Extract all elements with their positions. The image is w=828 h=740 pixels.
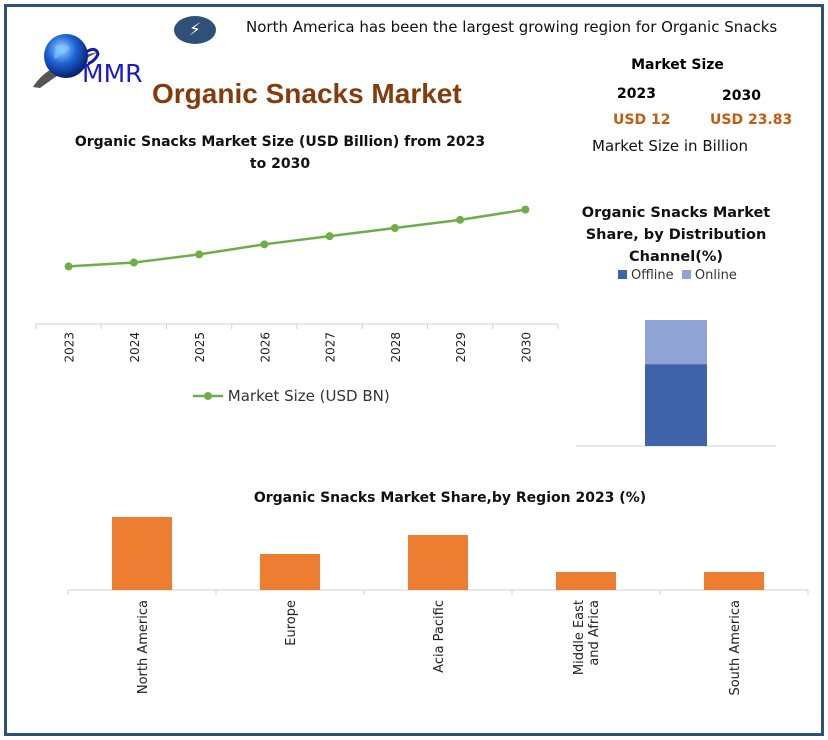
region-bar xyxy=(704,572,764,590)
globe-icon xyxy=(44,34,88,78)
x-tick-label: 2024 xyxy=(128,332,142,363)
market-size-note: Market Size in Billion xyxy=(592,137,748,155)
x-tick-label: 2028 xyxy=(389,332,403,363)
region-label: South America xyxy=(728,600,743,696)
offline-label: Offline xyxy=(631,268,674,283)
value-end: USD 23.83 xyxy=(710,112,793,128)
headline: North America has been the largest growi… xyxy=(246,18,778,36)
line-chart-title: Organic Snacks Market Size (USD Billion)… xyxy=(74,134,486,172)
value-start: USD 12 xyxy=(613,112,671,128)
data-point-2024 xyxy=(129,258,138,267)
x-tick-label: 2030 xyxy=(519,332,533,363)
x-tick-label: 2029 xyxy=(454,332,468,363)
region-bar xyxy=(408,535,468,590)
region-label: North America xyxy=(136,600,151,694)
infographic-frame xyxy=(4,4,824,736)
line-legend: Market Size (USD BN) xyxy=(193,387,390,405)
mmr-logo: MMR xyxy=(33,34,143,88)
online-label: Online xyxy=(694,268,737,283)
region-chart-title: Organic Snacks Market Share,by Region 20… xyxy=(253,490,647,506)
bar-online xyxy=(645,320,707,365)
svg-text:MMR: MMR xyxy=(82,59,143,88)
data-point-2026 xyxy=(260,240,269,249)
stacked-legend: Offline Online xyxy=(618,268,737,283)
region-bar xyxy=(556,572,616,590)
region-bar xyxy=(112,517,172,590)
main-title: Organic Snacks Market xyxy=(152,78,462,109)
x-tick-label: 2027 xyxy=(324,332,338,363)
x-tick-label: 2023 xyxy=(63,332,77,363)
data-point-2028 xyxy=(390,224,399,232)
x-tick-label: 2025 xyxy=(193,332,207,363)
data-point-2027 xyxy=(325,232,334,241)
market-size-heading: Market Size xyxy=(631,57,724,73)
region-label: Acia Pacific xyxy=(432,600,447,673)
bar-offline xyxy=(645,364,707,446)
offline-swatch xyxy=(618,270,627,279)
line-legend-label: Market Size (USD BN) xyxy=(227,387,390,405)
lightning-bolt-icon: ⚡ xyxy=(174,16,216,44)
data-point-2023 xyxy=(64,262,73,271)
stacked-chart-title: Organic Snacks Market Share, by Distribu… xyxy=(581,205,771,265)
year-end: 2030 xyxy=(722,88,761,104)
region-bar xyxy=(260,554,320,590)
data-point-2030 xyxy=(521,205,530,214)
data-point-2025 xyxy=(195,250,204,259)
region-label: Europe xyxy=(284,600,299,646)
data-point-2029 xyxy=(456,215,465,224)
market-size-line xyxy=(68,208,526,268)
line-legend-marker xyxy=(193,392,223,400)
year-start: 2023 xyxy=(617,86,656,102)
region-label: Middle Eastand Africa xyxy=(572,600,602,675)
x-tick-label: 2026 xyxy=(258,332,272,363)
online-swatch xyxy=(681,270,691,279)
